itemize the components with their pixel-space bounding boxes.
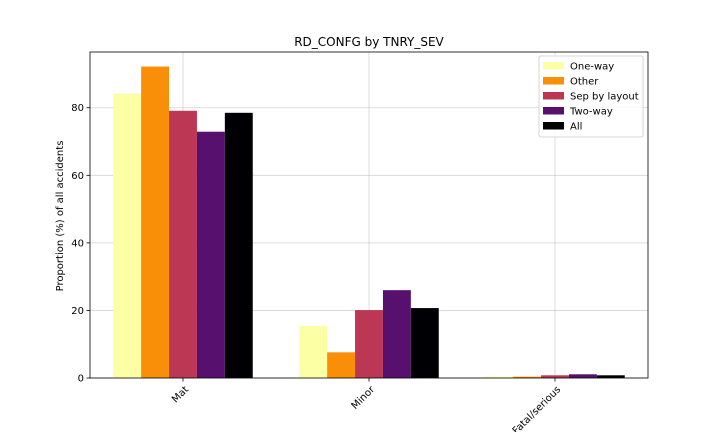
y-tick-label: 20 — [71, 306, 84, 317]
legend-swatch — [543, 92, 564, 100]
legend: One-way Other Sep by layout Two-way All — [538, 55, 644, 138]
bar — [113, 93, 142, 378]
bar — [224, 112, 253, 378]
bar — [410, 308, 439, 378]
bar — [196, 131, 225, 378]
legend-swatch — [543, 77, 564, 85]
bar — [355, 310, 383, 378]
legend-swatch — [543, 107, 564, 115]
bar — [382, 290, 411, 378]
legend-entry-label: Sep by layout — [570, 92, 639, 103]
y-tick-label: 80 — [71, 103, 84, 114]
bar — [513, 376, 542, 378]
bar — [299, 325, 328, 378]
y-tick-label: 40 — [71, 238, 84, 249]
bar — [541, 375, 569, 378]
x-tick-label: Mat — [170, 384, 191, 405]
x-tick-label: Fatal/serious — [511, 384, 563, 432]
y-tick-label: 60 — [71, 171, 84, 182]
legend-entry-label: One-way — [570, 62, 614, 73]
legend-swatch — [543, 122, 564, 130]
bar — [141, 66, 170, 378]
bar — [568, 374, 597, 378]
y-tick-label: 0 — [78, 374, 84, 385]
legend-entry-label: All — [570, 122, 582, 133]
x-tick-label: Minor — [350, 384, 378, 412]
legend-box — [538, 55, 644, 138]
bar — [485, 376, 514, 378]
bars-layer — [113, 66, 625, 379]
legend-entry-label: Two-way — [569, 107, 613, 118]
bar — [327, 352, 356, 378]
legend-swatch — [543, 62, 564, 70]
y-axis-label: Proportion (%) of all accidents — [55, 141, 66, 292]
legend-entry-label: Other — [570, 77, 599, 88]
bar — [596, 375, 625, 378]
chart-title: RD_CONFG by TNRY_SEV — [294, 35, 444, 49]
plot-frame — [89, 51, 649, 379]
bar — [169, 110, 197, 379]
